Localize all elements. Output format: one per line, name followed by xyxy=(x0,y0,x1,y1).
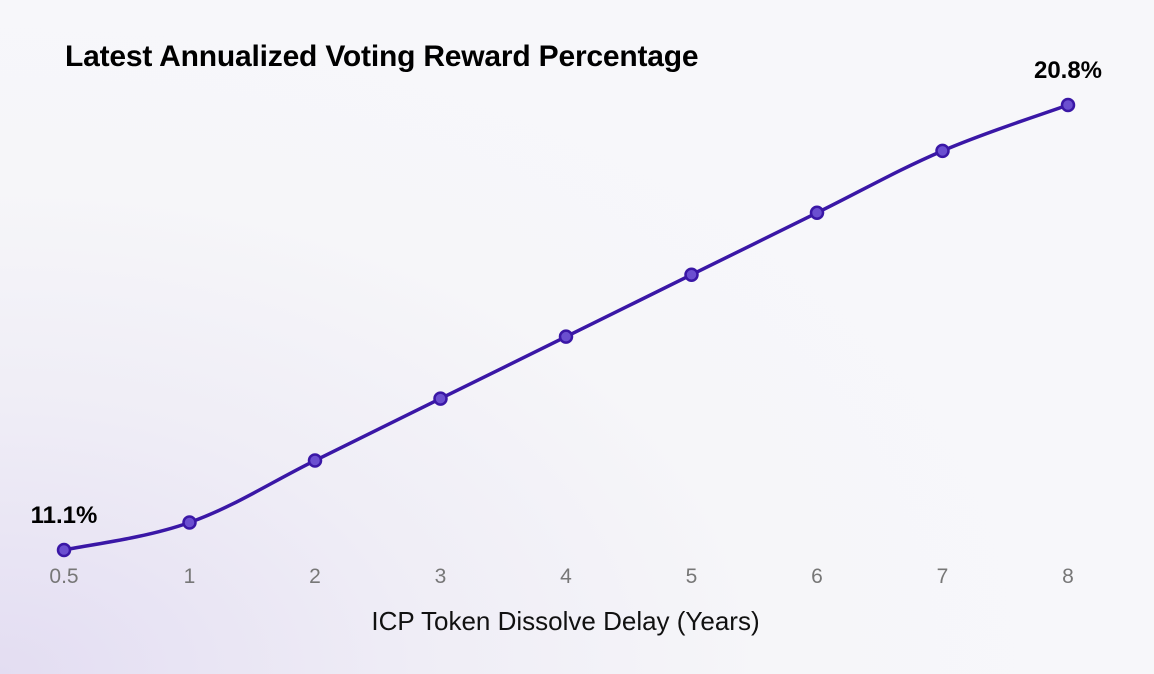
x-tick-label: 5 xyxy=(686,565,698,588)
x-tick-label: 1 xyxy=(184,565,196,588)
data-point[interactable] xyxy=(184,516,196,528)
data-point[interactable] xyxy=(435,393,447,405)
x-tick-label: 7 xyxy=(937,565,949,588)
data-point[interactable] xyxy=(1062,99,1074,111)
data-point[interactable] xyxy=(560,331,572,343)
data-label: 20.8% xyxy=(1034,57,1102,84)
x-tick-label: 2 xyxy=(309,565,321,588)
x-tick-label: 4 xyxy=(560,565,572,588)
x-tick-label: 8 xyxy=(1062,565,1074,588)
data-label: 11.1% xyxy=(31,502,98,529)
data-point[interactable] xyxy=(811,207,823,219)
x-tick-label: 0.5 xyxy=(49,565,78,588)
x-axis-label: ICP Token Dissolve Delay (Years) xyxy=(0,606,1131,637)
data-point[interactable] xyxy=(309,455,321,467)
series-line xyxy=(64,105,1068,550)
x-tick-label: 6 xyxy=(811,565,823,588)
x-tick-label: 3 xyxy=(435,565,447,588)
data-point[interactable] xyxy=(937,145,949,157)
data-point[interactable] xyxy=(686,269,698,281)
data-point[interactable] xyxy=(58,544,70,556)
